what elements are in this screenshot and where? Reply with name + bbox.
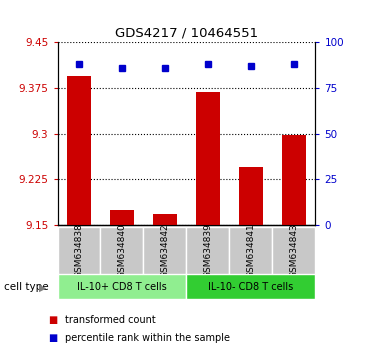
Bar: [110, 210, 134, 225]
Bar: [272, 227, 315, 274]
Bar: [58, 227, 101, 274]
Bar: [187, 274, 315, 299]
Text: ▶: ▶: [39, 282, 46, 292]
Text: transformed count: transformed count: [65, 315, 156, 325]
Bar: [187, 227, 229, 274]
Text: GSM634841: GSM634841: [246, 223, 255, 278]
Title: GDS4217 / 10464551: GDS4217 / 10464551: [115, 27, 258, 40]
Bar: [239, 167, 263, 225]
Text: GSM634839: GSM634839: [203, 223, 213, 278]
Text: GSM634842: GSM634842: [160, 223, 170, 278]
Text: IL-10+ CD8 T cells: IL-10+ CD8 T cells: [77, 282, 167, 292]
Bar: [196, 92, 220, 225]
Text: ■: ■: [48, 315, 58, 325]
Bar: [58, 274, 187, 299]
Text: IL-10- CD8 T cells: IL-10- CD8 T cells: [208, 282, 293, 292]
Bar: [67, 76, 91, 225]
Text: percentile rank within the sample: percentile rank within the sample: [65, 333, 230, 343]
Text: GSM634838: GSM634838: [75, 223, 83, 278]
Bar: [144, 227, 186, 274]
Text: cell type: cell type: [4, 282, 48, 292]
Bar: [229, 227, 272, 274]
Text: GSM634843: GSM634843: [289, 223, 298, 278]
Bar: [101, 227, 144, 274]
Bar: [153, 214, 177, 225]
Text: GSM634840: GSM634840: [118, 223, 127, 278]
Bar: [282, 135, 306, 225]
Text: ■: ■: [48, 333, 58, 343]
